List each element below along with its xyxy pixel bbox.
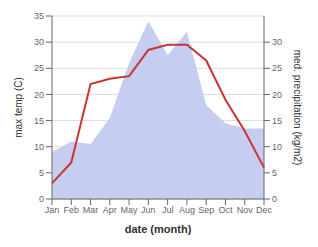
svg-text:25: 25 <box>34 63 44 73</box>
svg-text:Oct: Oct <box>218 205 233 215</box>
svg-text:30: 30 <box>272 37 282 47</box>
svg-text:med. precipitation (kg/m2): med. precipitation (kg/m2) <box>292 50 303 166</box>
svg-text:15: 15 <box>34 116 44 126</box>
svg-text:0: 0 <box>39 194 44 204</box>
svg-text:Nov: Nov <box>237 205 254 215</box>
svg-text:5: 5 <box>39 168 44 178</box>
svg-text:date (month): date (month) <box>125 223 192 235</box>
svg-text:max temp (C): max temp (C) <box>13 77 24 138</box>
svg-text:0: 0 <box>272 194 277 204</box>
svg-text:Sep: Sep <box>198 205 214 215</box>
svg-text:Apr: Apr <box>103 205 117 215</box>
svg-text:5: 5 <box>272 168 277 178</box>
svg-text:Jun: Jun <box>141 205 156 215</box>
svg-text:35: 35 <box>34 11 44 21</box>
svg-text:Aug: Aug <box>179 205 195 215</box>
svg-text:15: 15 <box>272 116 282 126</box>
svg-text:10: 10 <box>34 142 44 152</box>
svg-text:May: May <box>121 205 139 215</box>
svg-text:20: 20 <box>34 90 44 100</box>
svg-text:25: 25 <box>272 63 282 73</box>
svg-text:Jan: Jan <box>45 205 60 215</box>
svg-text:20: 20 <box>272 90 282 100</box>
svg-text:Jul: Jul <box>162 205 174 215</box>
svg-text:Feb: Feb <box>64 205 80 215</box>
svg-text:10: 10 <box>272 142 282 152</box>
svg-text:30: 30 <box>34 37 44 47</box>
svg-text:Dec: Dec <box>256 205 273 215</box>
svg-text:Mar: Mar <box>83 205 99 215</box>
